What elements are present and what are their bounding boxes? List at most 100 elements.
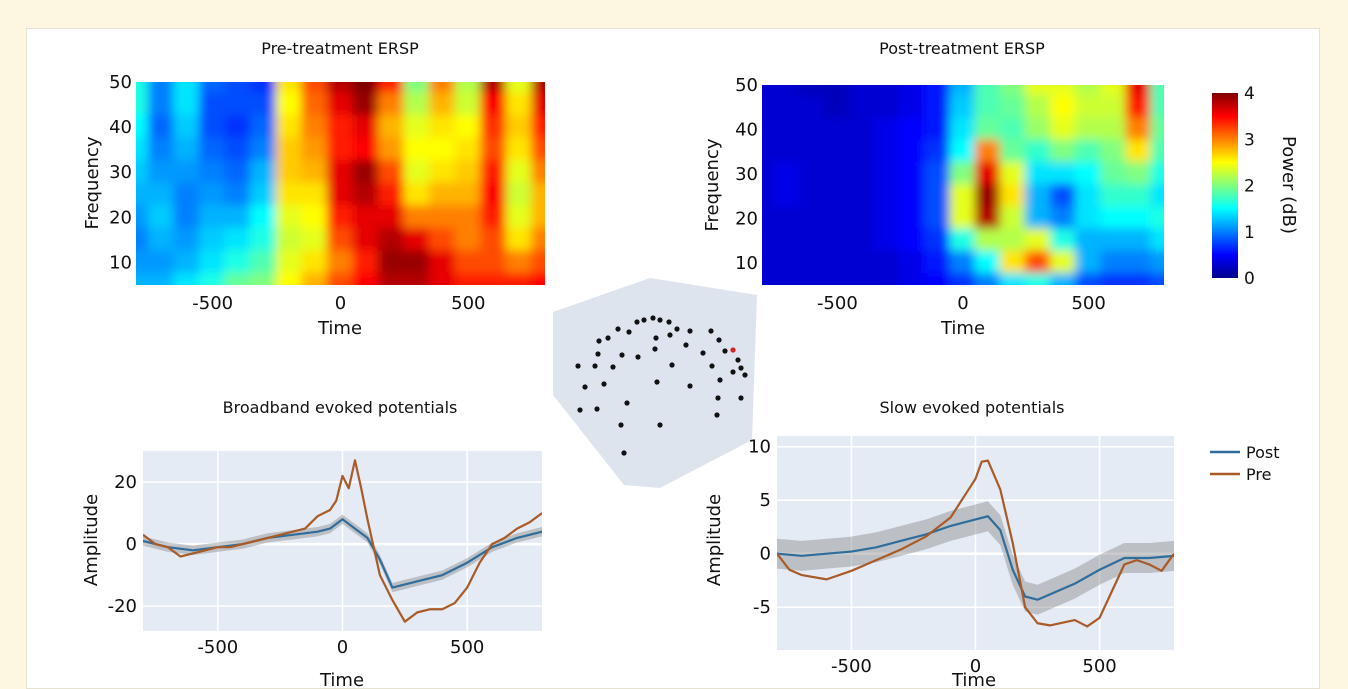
post-ersp-cell	[949, 117, 977, 142]
post-ersp-cell	[762, 228, 776, 253]
post-ersp-cell	[798, 95, 826, 120]
legend-item-pre[interactable]: Pre	[1210, 465, 1271, 484]
post-ersp-cell	[762, 95, 776, 120]
post-ersp-cell	[1049, 85, 1078, 98]
post-ersp-cell	[899, 228, 927, 253]
electrode-dot	[634, 319, 640, 325]
post-ersp-cell	[1150, 95, 1164, 120]
pre-ersp-cell	[480, 205, 508, 230]
pre-ersp-cell	[173, 92, 201, 117]
post-ersp-cell	[1100, 139, 1128, 164]
post-ersp-cell	[1024, 117, 1052, 142]
pre-ersp-cell	[147, 114, 176, 140]
post-ersp-cell	[899, 95, 927, 120]
pre-ersp-cell	[275, 137, 304, 162]
pre-ersp-cell	[275, 227, 304, 253]
post-ersp-cell	[874, 184, 902, 209]
post-ersp-cell	[974, 161, 1002, 186]
pre-ersp-cell	[198, 82, 227, 95]
slow-xtick-label: -500	[831, 656, 872, 677]
slow-xlabel: Time	[951, 670, 996, 689]
pre-ersp-cell	[454, 182, 483, 208]
post-ersp-cell	[1100, 206, 1128, 231]
electrode-dot	[650, 315, 656, 321]
pre-ersp-cell	[224, 182, 253, 208]
post-ersp-cell	[1049, 161, 1078, 186]
post-ersp-cell	[924, 161, 952, 186]
post-ersp-cell	[899, 85, 927, 98]
post-ersp-cell	[1049, 206, 1078, 231]
pre-ersp-cell	[147, 182, 176, 208]
post-ersp-cell	[899, 139, 927, 164]
pre-ersp-cell	[136, 137, 150, 162]
post-ersp-cell	[1125, 85, 1153, 98]
pre-ersp-cell	[428, 159, 457, 185]
pre-ersp-cell	[480, 114, 508, 140]
broadband-xtick-label: -500	[197, 637, 238, 658]
post-ersp-cell	[848, 95, 877, 120]
post-ersp-cell	[974, 85, 1002, 98]
electrode-dot	[666, 319, 672, 325]
pre-ersp-cell	[505, 114, 534, 140]
post-ersp-cell	[823, 139, 851, 164]
pre-ersp-cell	[480, 227, 508, 253]
pre-ersp-cell	[352, 82, 380, 95]
pre-ersp-title: Pre-treatment ERSP	[261, 39, 419, 58]
post-ersp-cell	[773, 117, 801, 142]
electrode-dot	[577, 407, 583, 413]
post-ersp-cell	[1024, 206, 1052, 231]
colorbar-tick-label: 0	[1244, 269, 1255, 289]
pre-ersp-cell	[377, 82, 406, 95]
post-ersp-cell	[949, 161, 977, 186]
post-ersp-cell	[773, 161, 801, 186]
broadband-xlabel: Time	[319, 670, 364, 689]
post-ersp-cell	[773, 184, 801, 209]
pre-ersp-cell	[326, 205, 355, 230]
post-ersp-cell	[999, 272, 1027, 285]
colorbar-tick-label: 1	[1244, 223, 1255, 243]
post-ersp-cell	[848, 161, 877, 186]
slow-post-error-band	[777, 501, 1174, 615]
post-ersp-cell	[1100, 95, 1128, 120]
post-ersp-cell	[924, 228, 952, 253]
pre-ersp-heatmap	[136, 82, 545, 285]
post-ersp-cell	[1125, 95, 1153, 120]
post-ersp-cell	[974, 184, 1002, 209]
post-ersp-cell	[1100, 161, 1128, 186]
pre-ersp-cell	[352, 250, 380, 275]
post-ersp-ytick-label: 30	[735, 164, 758, 185]
pre-ersp-cell	[505, 137, 534, 162]
broadband-ytick-label: 20	[114, 472, 137, 493]
post-ersp-cell	[1100, 272, 1128, 285]
post-ersp-cell	[762, 272, 776, 285]
pre-ersp-cell	[326, 227, 355, 253]
post-ersp-cell	[1150, 250, 1164, 275]
electrode-dot	[626, 329, 632, 335]
broadband-axes: -500 0 500 -20 0 20	[108, 472, 485, 658]
pre-ersp-cell	[454, 250, 483, 275]
post-ersp-cell	[949, 85, 977, 98]
post-ersp-cell	[1125, 139, 1153, 164]
slow-ytick-label: 5	[760, 490, 771, 511]
pre-ersp-cell	[224, 137, 253, 162]
electrode-dot	[619, 352, 625, 358]
post-ersp-cell	[1049, 95, 1078, 120]
pre-ersp-cell	[377, 159, 406, 185]
pre-ersp-cell	[136, 92, 150, 117]
post-ersp-cell	[999, 250, 1027, 275]
post-ersp-cell	[1049, 184, 1078, 209]
pre-ersp-ylabel: Frequency	[82, 136, 103, 229]
pre-ersp-cell	[147, 205, 176, 230]
pre-ersp-cell	[198, 250, 227, 275]
pre-ersp-cell	[173, 82, 201, 95]
legend-item-post[interactable]: Post	[1210, 443, 1279, 462]
pre-ersp-cell	[173, 250, 201, 275]
post-ersp-cell	[924, 85, 952, 98]
pre-ersp-cell	[198, 159, 227, 185]
post-ersp-cell	[899, 250, 927, 275]
electrode-dot	[610, 364, 616, 370]
post-ersp-cell	[762, 139, 776, 164]
post-ersp-cell	[974, 250, 1002, 275]
pre-ersp-cell	[224, 82, 253, 95]
pre-ersp-cell	[326, 159, 355, 185]
